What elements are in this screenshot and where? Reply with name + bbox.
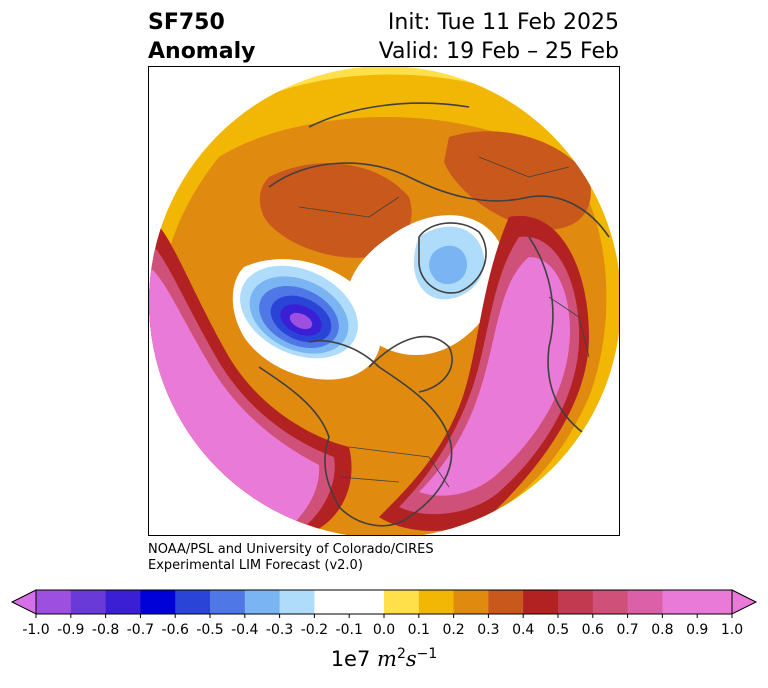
colorbar-tick-label: 0.6 — [582, 622, 604, 638]
colorbar-tick-label: -0.3 — [266, 622, 293, 638]
colorbar-swatch — [418, 590, 455, 614]
colorbar-swatch — [70, 590, 107, 614]
colorbar-tick-label: -0.5 — [196, 622, 223, 638]
colorbar-tick-label: 0.5 — [547, 622, 569, 638]
borders — [298, 156, 590, 488]
colorbar-swatch — [488, 590, 524, 614]
polar-map — [148, 66, 620, 536]
colorbar-unit: 1e7 m2s−1 — [0, 646, 768, 671]
colorbar-swatch — [244, 590, 281, 614]
colorbar-tick-label: -0.7 — [127, 622, 154, 638]
anomaly-field — [149, 67, 619, 535]
credit-line-2: Experimental LIM Forecast (v2.0) — [148, 558, 363, 573]
colorbar-swatch — [314, 590, 350, 614]
colorbar-tick-label: 0.9 — [686, 622, 708, 638]
credit-line-1: NOAA/PSL and University of Colorado/CIRE… — [148, 542, 434, 557]
colorbar-tick-label: -0.6 — [162, 622, 189, 638]
coastlines — [258, 102, 610, 527]
colorbar-swatch — [175, 590, 211, 614]
unit-s: s — [405, 647, 417, 671]
colorbar-tick-label: 0.1 — [408, 622, 430, 638]
colorbar-tick-label: -0.1 — [336, 622, 363, 638]
valid-date: Valid: 19 Feb – 25 Feb — [378, 39, 619, 64]
colorbar-swatch — [210, 590, 246, 614]
colorbar-swatch — [36, 590, 72, 614]
forecast-dates: Init: Tue 11 Feb 2025 Valid: 19 Feb – 25… — [379, 8, 619, 66]
colorbar-tick-label: -0.8 — [92, 622, 119, 638]
colorbar-tick-label: 0.8 — [651, 622, 673, 638]
map-title: SF750 Anomaly — [148, 8, 255, 66]
colorbar-tick-label: 0.0 — [373, 622, 395, 638]
colorbar-swatches — [10, 589, 758, 615]
unit-m-exp: 2 — [396, 646, 406, 662]
variable-name: SF750 — [148, 10, 225, 35]
colorbar-swatch — [384, 590, 420, 614]
colorbar-tick-label: 1.0 — [721, 622, 743, 638]
colorbar-swatch — [349, 590, 385, 614]
colorbar-swatch — [105, 590, 141, 614]
colorbar-swatch — [453, 590, 489, 614]
colorbar-swatch — [279, 590, 315, 614]
positive-region — [444, 131, 591, 230]
unit-m: m — [377, 647, 397, 671]
colorbar-swatch — [140, 590, 176, 614]
positive-region — [259, 163, 412, 258]
colorbar: -1.0 -0.9 -0.8 -0.7 -0.6 -0.5 -0.4 -0.3 -0.2 -0.1… — [10, 589, 758, 638]
colorbar-extend-high — [731, 589, 758, 615]
colorbar-tick-label: -1.0 — [22, 622, 49, 638]
negative-region — [429, 245, 467, 285]
colorbar-tick-label: 0.3 — [477, 622, 499, 638]
init-date: Init: Tue 11 Feb 2025 — [387, 10, 619, 35]
colorbar-tick-label: 0.7 — [616, 622, 638, 638]
map-svg — [149, 67, 619, 535]
colorbar-swatch — [627, 590, 663, 614]
colorbar-tick-label: 0.2 — [442, 622, 464, 638]
unit-s-exp: −1 — [416, 646, 438, 662]
colorbar-swatch — [662, 590, 698, 614]
colorbar-tick-label: -0.4 — [231, 622, 258, 638]
colorbar-ticks: -1.0 -0.9 -0.8 -0.7 -0.6 -0.5 -0.4 -0.3 -0.2 -0.1… — [22, 614, 743, 638]
colorbar-tick-label: -0.9 — [57, 622, 84, 638]
negative-region — [289, 312, 313, 330]
colorbar-swatch — [592, 590, 629, 614]
colorbar-swatch — [558, 590, 594, 614]
colorbar-extend-low — [10, 589, 37, 615]
variable-subtitle: Anomaly — [148, 39, 256, 64]
credit-text: NOAA/PSL and University of Colorado/CIRE… — [148, 542, 434, 574]
positive-region — [419, 257, 571, 496]
colorbar-swatch — [697, 590, 733, 614]
colorbar-swatch — [523, 590, 559, 614]
unit-prefix: 1e7 — [330, 647, 371, 671]
colorbar-tick-label: -0.2 — [301, 622, 328, 638]
colorbar-tick-label: 0.4 — [512, 622, 534, 638]
